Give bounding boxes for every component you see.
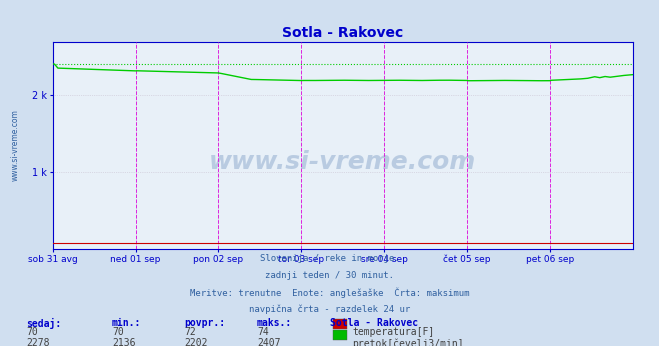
- Text: pretok[čevelj3/min]: pretok[čevelj3/min]: [353, 338, 464, 346]
- Text: Meritve: trenutne  Enote: anglešaške  Črta: maksimum: Meritve: trenutne Enote: anglešaške Črta…: [190, 288, 469, 298]
- Text: 70: 70: [26, 327, 38, 337]
- Text: www.si-vreme.com: www.si-vreme.com: [209, 150, 476, 174]
- Text: 2407: 2407: [257, 338, 281, 346]
- Text: 2202: 2202: [185, 338, 208, 346]
- Text: navpična črta - razdelek 24 ur: navpična črta - razdelek 24 ur: [249, 304, 410, 313]
- Text: 70: 70: [112, 327, 124, 337]
- Text: 74: 74: [257, 327, 269, 337]
- Text: Sotla - Rakovec: Sotla - Rakovec: [330, 318, 418, 328]
- Text: Slovenija / reke in morje.: Slovenija / reke in morje.: [260, 254, 399, 263]
- Text: min.:: min.:: [112, 318, 142, 328]
- Text: maks.:: maks.:: [257, 318, 292, 328]
- Text: 72: 72: [185, 327, 196, 337]
- Text: povpr.:: povpr.:: [185, 318, 225, 328]
- Text: 2278: 2278: [26, 338, 50, 346]
- Text: sedaj:: sedaj:: [26, 318, 61, 329]
- Title: Sotla - Rakovec: Sotla - Rakovec: [282, 26, 403, 40]
- Text: 2136: 2136: [112, 338, 136, 346]
- Text: temperatura[F]: temperatura[F]: [353, 327, 435, 337]
- Text: www.si-vreme.com: www.si-vreme.com: [11, 109, 20, 181]
- Text: zadnji teden / 30 minut.: zadnji teden / 30 minut.: [265, 271, 394, 280]
